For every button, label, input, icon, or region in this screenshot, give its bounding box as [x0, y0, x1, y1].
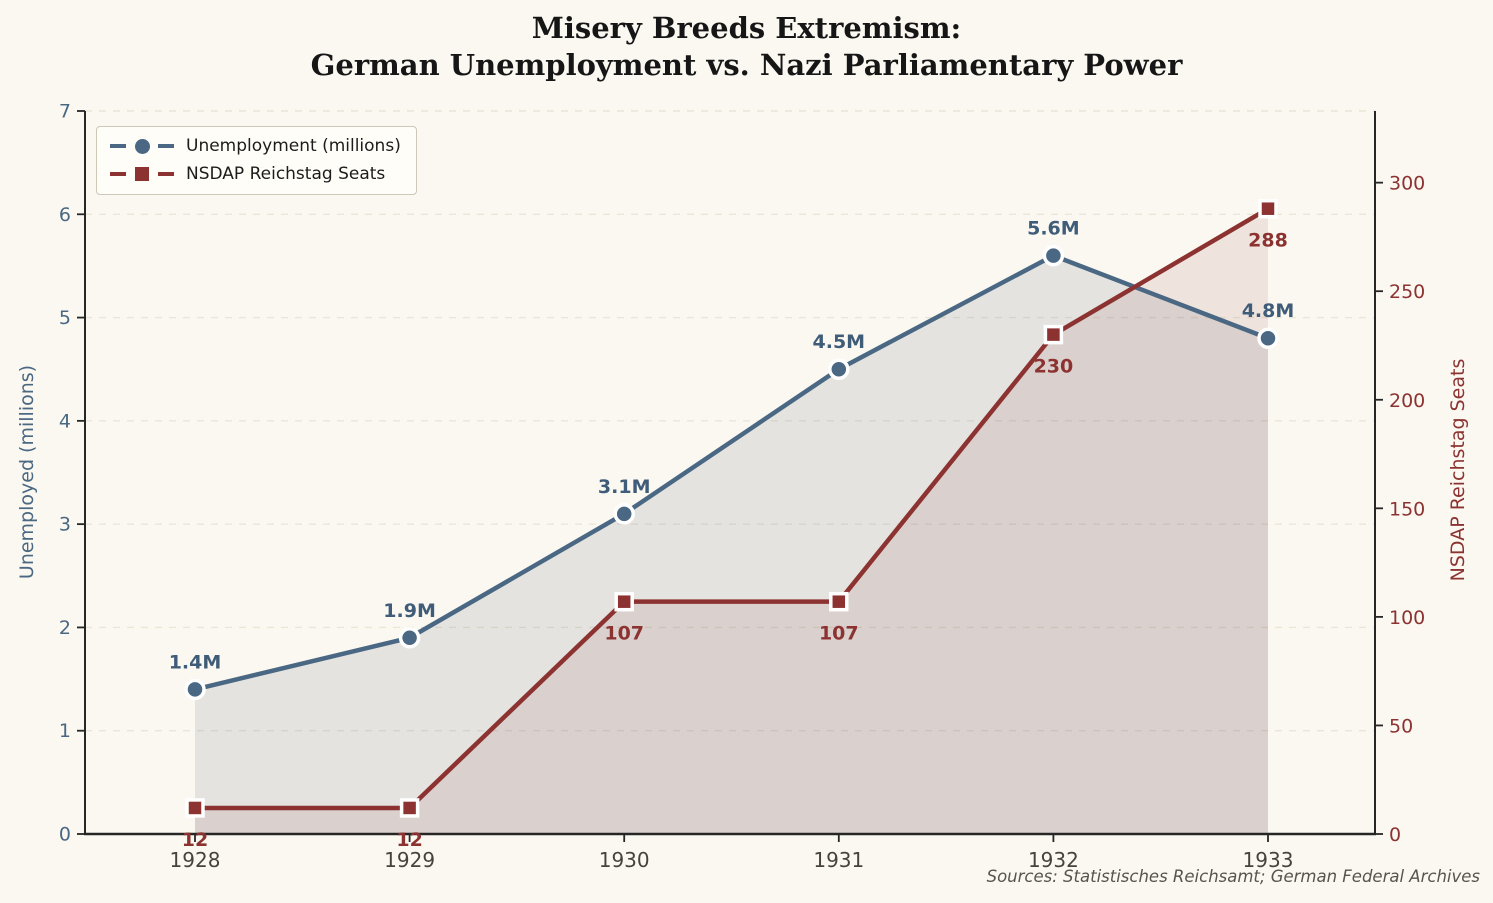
unemployment-marker [398, 627, 421, 649]
source-note: Sources: Statistisches Reichsamt; German… [986, 867, 1480, 886]
x-tick-label: 1933 [1243, 848, 1294, 872]
unemployment-line [192, 253, 1271, 692]
chart-title-line1: Misery Breeds Extremism: [531, 11, 962, 45]
unemployment-legend-marker-icon [110, 138, 174, 154]
right-tick-label: 150 [1389, 498, 1425, 520]
left-tick-label: 1 [59, 720, 71, 742]
chart-title-line2: German Unemployment vs. Nazi Parliamenta… [310, 48, 1183, 82]
chart-title: Misery Breeds Extremism: German Unemploy… [0, 10, 1493, 84]
unemployment-value-label: 3.1M [598, 476, 651, 498]
left-tick-label: 0 [59, 824, 71, 846]
right-tick-label: 50 [1389, 715, 1413, 737]
nsdap-seats-value-label: 12 [182, 829, 208, 851]
x-tick-label: 1930 [599, 848, 650, 872]
legend-dash-icon [158, 143, 174, 149]
nsdap-seats-marker [399, 798, 420, 818]
legend-dash-icon [158, 171, 174, 177]
unemployment-value-label: 4.8M [1242, 300, 1295, 322]
unemployment-marker [613, 503, 635, 525]
nsdap-seats-marker [185, 798, 205, 818]
unemployment-marker [1042, 244, 1065, 267]
right-tick-label: 0 [1389, 824, 1401, 846]
left-tick-label: 3 [59, 514, 71, 536]
unemployment-value-label: 1.4M [169, 651, 222, 673]
nsdap-seats-value-label: 107 [604, 623, 644, 645]
unemployment-value-label: 4.5M [813, 331, 866, 353]
left-tick-label: 6 [59, 204, 71, 226]
x-tick-label: 1928 [170, 848, 221, 872]
circle-marker-icon [134, 138, 150, 154]
nsdap-seats-marker [1258, 198, 1278, 219]
right-tick-label: 250 [1389, 281, 1425, 303]
square-marker-icon [135, 167, 149, 181]
legend-item-nsdap-seats: NSDAP Reichstag Seats [110, 164, 401, 184]
nsdap-seats-value-label: 230 [1034, 356, 1074, 378]
unemployment-value-label: 1.9M [383, 600, 436, 622]
unemployment-marker [184, 678, 206, 701]
right-tick-label: 200 [1389, 390, 1425, 412]
nsdap-seats-marker [829, 591, 849, 612]
legend-dash-icon [110, 171, 126, 177]
legend-dash-icon [110, 143, 126, 149]
nsdap-legend-marker-icon [110, 167, 174, 181]
left-tick-label: 4 [59, 410, 71, 432]
unemployment-marker [828, 358, 850, 380]
left-tick-label: 7 [59, 101, 71, 123]
unemployment-value-label: 5.6M [1027, 218, 1080, 240]
right-tick-label: 300 [1389, 173, 1425, 195]
x-tick-label: 1929 [384, 848, 435, 872]
x-tick-label: 1932 [1028, 848, 1079, 872]
right-axis-title: NSDAP Reichstag Seats [1447, 358, 1469, 582]
nsdap-seats-value-label: 288 [1248, 230, 1288, 252]
legend-label-nsdap-seats: NSDAP Reichstag Seats [186, 164, 386, 184]
nsdap-seats-line [192, 206, 1271, 811]
legend-item-unemployment: Unemployment (millions) [110, 136, 401, 156]
right-tick-label: 100 [1389, 607, 1425, 629]
legend-label-unemployment: Unemployment (millions) [186, 136, 401, 156]
nsdap-seats-marker [1043, 324, 1064, 345]
nsdap-seats-value-label: 107 [819, 623, 859, 645]
left-tick-label: 2 [59, 617, 71, 639]
x-tick-label: 1931 [813, 848, 864, 872]
nsdap-seats-value-label: 12 [396, 829, 422, 851]
unemployment-marker [1257, 327, 1279, 349]
left-tick-label: 5 [59, 307, 71, 329]
nsdap-seats-area [195, 208, 1268, 834]
nsdap-seats-marker [614, 591, 634, 612]
left-axis-title: Unemployed (millions) [16, 364, 38, 580]
legend: Unemployment (millions) NSDAP Reichstag … [96, 126, 417, 195]
